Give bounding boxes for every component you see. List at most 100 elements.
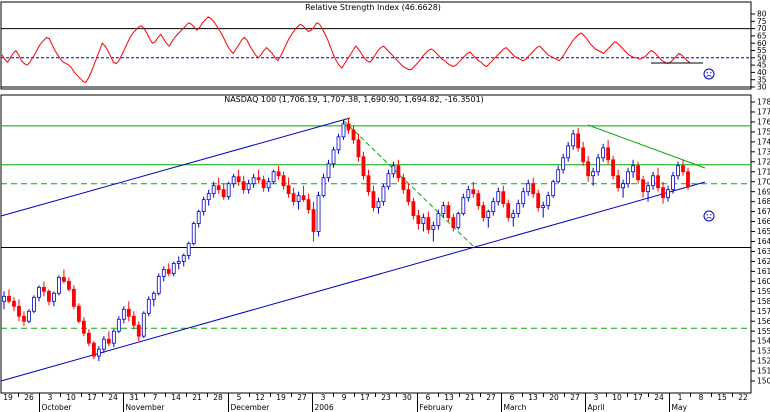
candle-body (241, 181, 246, 191)
candle-body (146, 298, 151, 314)
candle-body (446, 205, 451, 218)
month-label: 2006 (315, 403, 334, 412)
candle-body (42, 286, 46, 292)
candle-body (361, 156, 366, 177)
candle-body (376, 201, 381, 209)
price-horizontal-lines (1, 125, 751, 329)
candle-body (526, 183, 531, 193)
candle-body (281, 175, 286, 187)
candle-body (206, 193, 211, 201)
candle-body (681, 165, 685, 173)
candle-body (76, 305, 81, 322)
price-tick-label: 1650 (757, 227, 770, 236)
candle-body (161, 268, 166, 277)
candlesticks (2, 117, 690, 362)
x-tick-label: 22 (738, 393, 748, 402)
x-tick-label: 28 (213, 393, 223, 402)
candle-body (586, 161, 591, 177)
candle-body (256, 177, 261, 181)
candle-body (576, 133, 581, 149)
candle-body (661, 187, 665, 199)
candle-body (52, 292, 56, 302)
candle-body (226, 183, 231, 198)
candle-body (441, 205, 446, 214)
candle-body (391, 165, 396, 175)
candle-body (486, 211, 491, 218)
candle-body (461, 197, 466, 215)
price-tick-label: 1670 (757, 207, 770, 216)
candle-body (321, 177, 326, 197)
candle-body (396, 165, 401, 179)
candle-body (32, 296, 36, 312)
candle-body (471, 189, 476, 195)
x-tick-label: 27 (486, 393, 496, 402)
x-tick-label: 21 (192, 393, 202, 402)
rsi-tick-label: 45 (757, 61, 767, 70)
rsi-tick-label: 55 (757, 46, 767, 55)
x-tick-label: 9 (342, 393, 347, 402)
price-tick-label: 1780 (757, 98, 770, 107)
candle-body (676, 165, 680, 177)
candle-body (271, 171, 276, 183)
candle-body (17, 305, 21, 317)
rsi-tick-label: 70 (757, 24, 767, 33)
candle-body (601, 147, 606, 159)
candle-body (126, 308, 131, 317)
candle-body (181, 255, 186, 262)
month-label: May (672, 403, 688, 412)
price-tick-label: 1710 (757, 167, 770, 176)
price-tick-label: 1630 (757, 247, 770, 256)
candle-body (656, 175, 660, 189)
candle-body (67, 280, 71, 290)
candle-body (186, 243, 191, 256)
candle-body (236, 176, 241, 183)
candle-body (47, 290, 51, 302)
candle-body (336, 136, 341, 151)
price-tick-label: 1680 (757, 197, 770, 206)
price-tick-label: 1660 (757, 217, 770, 226)
candle-body (591, 171, 596, 177)
price-tick-label: 1580 (757, 297, 770, 306)
candle-body (686, 171, 690, 188)
candle-body (201, 199, 206, 213)
month-label: March (504, 403, 527, 412)
month-label: October (42, 403, 73, 412)
candle-body (516, 203, 521, 214)
candle-body (646, 185, 650, 193)
price-tick-label: 1610 (757, 267, 770, 276)
candle-body (506, 203, 511, 218)
candle-body (81, 320, 86, 334)
rsi-tick-label: 80 (757, 10, 767, 19)
price-y-axis: 1500151015201530154015501560157015801590… (750, 95, 770, 393)
candle-body (196, 211, 201, 224)
rsi-series-line (1, 16, 691, 84)
x-tick-label: 12 (255, 393, 265, 402)
candle-body (406, 189, 411, 203)
candle-body (551, 181, 556, 197)
candle-body (611, 159, 616, 177)
wedge-upper-line (587, 124, 706, 169)
x-axis: 19 26 3 10 17 24 31 7 14 21 28 5 12 19 27 3 9 17 23 30 6 13 21… (1, 392, 751, 412)
price-tick-label: 1590 (757, 287, 770, 296)
candle-body (311, 209, 316, 232)
rsi-tick-label: 35 (757, 75, 767, 84)
candle-body (62, 276, 66, 282)
price-tick-label: 1760 (757, 118, 770, 127)
candle-body (57, 276, 61, 294)
channel-lower-line (0, 181, 706, 382)
candle-body (666, 189, 670, 199)
price-smiley-icon (703, 210, 715, 222)
x-tick-label: 20 (549, 393, 559, 402)
x-tick-label: 27 (297, 393, 307, 402)
candle-body (111, 330, 116, 344)
candle-body (351, 129, 356, 141)
candle-body (276, 171, 281, 177)
candle-body (631, 165, 635, 173)
x-tick-label: 5 (237, 393, 242, 402)
x-tick-label: 24 (654, 393, 664, 402)
x-tick-label: 23 (381, 393, 391, 402)
month-label: December (231, 403, 271, 412)
rsi-tick-label: 65 (757, 32, 767, 41)
candle-body (456, 213, 461, 228)
